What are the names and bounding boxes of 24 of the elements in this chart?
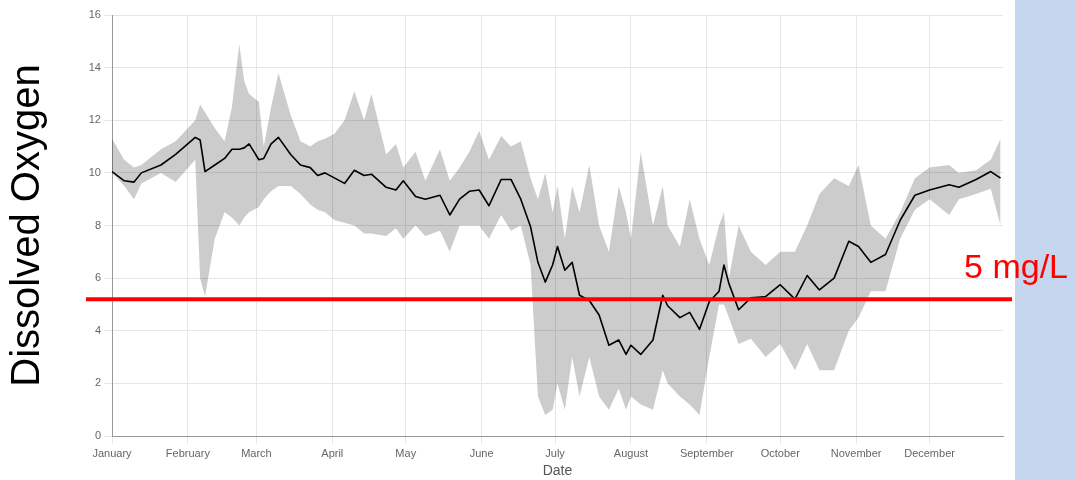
x-tick-label: July [545, 446, 566, 459]
y-tick-label: 16 [88, 8, 101, 21]
ref-line-label: 5 mg/L [964, 246, 1068, 285]
x-tick-label: September [679, 446, 735, 459]
x-tick-label: August [613, 446, 649, 459]
y-axis-title: Dissolved Oxygen [3, 64, 48, 387]
y-tick-label: 10 [88, 165, 101, 178]
x-tick-label: December [904, 446, 956, 459]
x-tick-label: October [760, 446, 801, 459]
y-tick-label: 4 [94, 323, 101, 336]
y-tick-label: 0 [94, 429, 101, 442]
x-axis-title: Date [542, 462, 573, 479]
x-tick-label: January [92, 446, 133, 459]
y-tick-label: 8 [94, 218, 101, 231]
x-tick-label: March [241, 446, 272, 459]
x-tick-label: April [321, 446, 344, 459]
x-tick-label: November [830, 446, 882, 459]
y-tick-label: 2 [94, 376, 101, 389]
y-tick-label: 14 [88, 60, 101, 73]
x-tick-label: May [395, 446, 417, 459]
y-tick-label: 12 [88, 113, 101, 126]
y-tick-label: 6 [94, 271, 101, 284]
x-tick-label: June [469, 446, 494, 459]
x-tick-label: February [165, 446, 211, 459]
